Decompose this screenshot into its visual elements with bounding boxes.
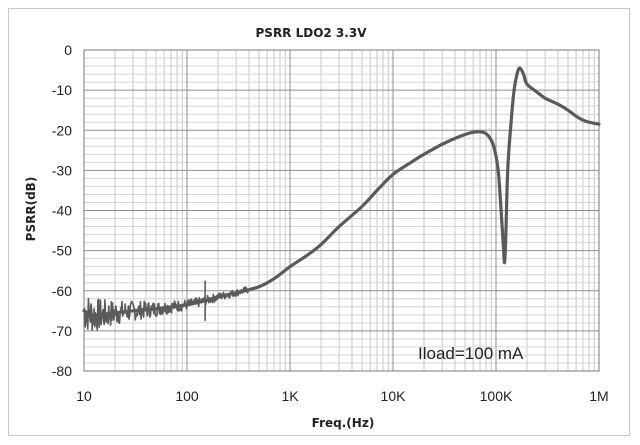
y-tick-labels: 0 -10 -20 -30 -40 -50 -60 -70 -80 bbox=[52, 42, 72, 379]
chart-frame: 10 100 1K 10K 100K 1M 0 -10 -20 -30 -40 -50 -60 -70 -… bbox=[8, 8, 630, 436]
y-tick-label: -40 bbox=[52, 203, 72, 219]
y-tick-label: -10 bbox=[52, 82, 72, 98]
plot-area bbox=[83, 49, 600, 372]
y-tick-label: -70 bbox=[52, 323, 72, 339]
x-tick-label: 10 bbox=[76, 388, 92, 404]
x-tick-label: 100 bbox=[175, 388, 199, 404]
y-tick-label: -20 bbox=[52, 122, 72, 138]
annotation-iload: Iload=100 mA bbox=[418, 344, 524, 363]
low-frequency-noise bbox=[83, 280, 250, 331]
y-tick-label: -80 bbox=[52, 363, 72, 379]
x-axis-title: Freq.(Hz) bbox=[312, 416, 375, 430]
psrr-series-line bbox=[82, 66, 601, 317]
noise-trace bbox=[83, 286, 250, 331]
y-tick-label: 0 bbox=[64, 42, 72, 58]
y-tick-label: -30 bbox=[52, 162, 72, 178]
psrr-chart: 10 100 1K 10K 100K 1M 0 -10 -20 -30 -40 -50 -60 -70 -… bbox=[24, 26, 609, 430]
x-tick-labels: 10 100 1K 10K 100K 1M bbox=[76, 388, 609, 404]
x-tick-label: 100K bbox=[480, 388, 513, 404]
chart-title: PSRR LDO2 3.3V bbox=[256, 26, 368, 40]
y-tick-label: -50 bbox=[52, 243, 72, 259]
x-tick-label: 1M bbox=[589, 388, 608, 404]
y-axis-title: PSRR(dB) bbox=[24, 177, 38, 242]
y-tick-label: -60 bbox=[52, 283, 72, 299]
x-tick-label: 1K bbox=[281, 388, 299, 404]
x-tick-label: 10K bbox=[381, 388, 407, 404]
